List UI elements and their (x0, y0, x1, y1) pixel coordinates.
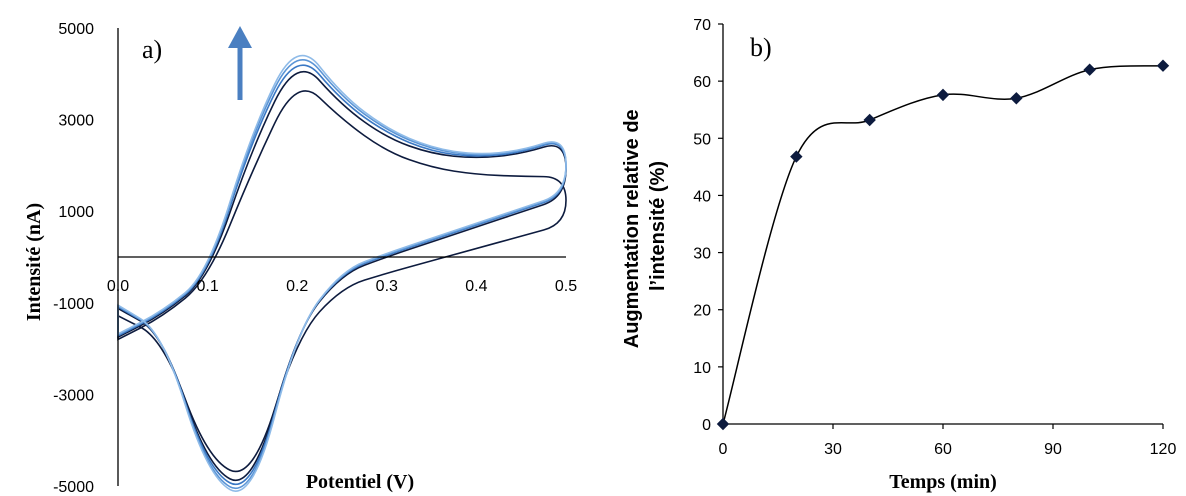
x-tick-label: 120 (1150, 441, 1177, 458)
relative-increase-panel: 0 30 60 90 120 0 10 20 30 40 50 60 70 b) Temps (min… (621, 17, 1176, 493)
y-tick-label: 70 (693, 17, 711, 34)
x-tick-label: 0.3 (376, 278, 398, 295)
data-point (790, 150, 803, 163)
y-tick-label: 20 (693, 303, 711, 320)
x-tick-labels: 0.0 0.1 0.2 0.3 0.4 0.5 (107, 278, 577, 295)
series-line (722, 64, 1164, 425)
data-point (936, 88, 950, 102)
y-tick-label: 1000 (58, 204, 94, 221)
y-tick-label: 5000 (58, 21, 94, 38)
y-tick-label: 40 (693, 188, 711, 205)
scan-increase-arrow-icon (228, 26, 252, 100)
cv-cycle-4 (117, 59, 567, 490)
data-point (1156, 59, 1170, 72)
cv-cycles (117, 54, 567, 492)
x-tick-label: 0.2 (286, 278, 308, 295)
data-point (863, 113, 876, 127)
y-tick-label: 3000 (58, 113, 94, 130)
cv-cycle-1 (117, 90, 567, 473)
series-markers (716, 59, 1170, 431)
y-tick-label: 30 (693, 246, 711, 263)
x-tick-label: 0.1 (196, 278, 218, 295)
x-tick-labels: 0 30 60 90 120 (719, 424, 1177, 458)
x-tick-label: 0 (719, 441, 728, 458)
panel-label-b: b) (750, 33, 772, 62)
x-tick-label: 0.5 (555, 278, 577, 295)
y-tick-label: -1000 (53, 296, 94, 313)
cyclic-voltammetry-panel: 0.0 0.1 0.2 0.3 0.4 0.5 5000 3000 1000 -1000 -300… (23, 21, 577, 496)
y-tick-labels: 5000 3000 1000 -1000 -3000 -5000 (53, 21, 94, 496)
data-point (1083, 63, 1096, 76)
data-point (1010, 92, 1023, 105)
y-tick-label: 50 (693, 131, 711, 148)
y-axis-label: Augmentation relative de l’intensité (%) (621, 104, 669, 349)
x-axis-label: Potentiel (V) (306, 471, 414, 493)
x-axis-label: Temps (min) (889, 471, 997, 493)
y-tick-label: 10 (693, 360, 711, 377)
x-tick-label: 0.0 (107, 278, 129, 295)
y-tick-label: 60 (693, 74, 711, 91)
y-tick-label: -5000 (53, 479, 94, 496)
y-tick-labels: 0 10 20 30 40 50 60 70 (693, 17, 723, 434)
cv-cycle-5 (117, 54, 567, 492)
data-point (716, 417, 730, 431)
y-tick-label: 0 (702, 417, 711, 434)
x-tick-label: 60 (934, 441, 952, 458)
y-tick-label: -3000 (53, 387, 94, 404)
panel-label-a: a) (142, 35, 162, 64)
x-tick-label: 30 (824, 441, 842, 458)
x-tick-label: 90 (1044, 441, 1062, 458)
y-axis-label: Intensité (nA) (23, 203, 45, 321)
x-tick-label: 0.4 (465, 278, 487, 295)
